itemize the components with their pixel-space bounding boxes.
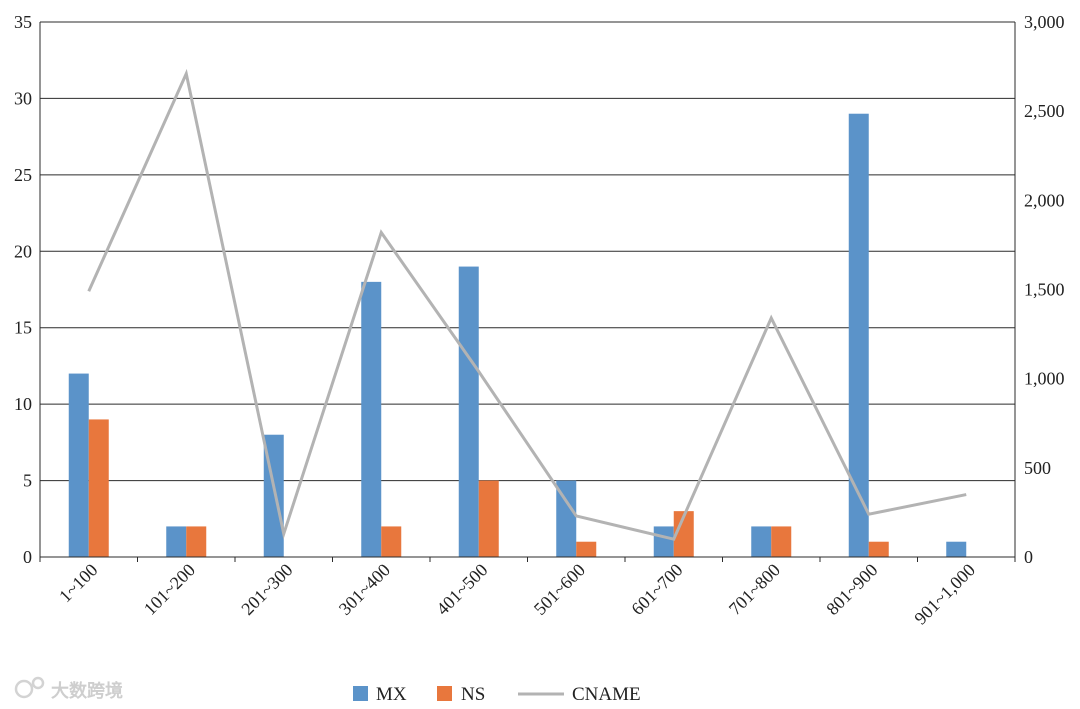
y-left-tick-label: 35 [14, 12, 32, 32]
x-tick-label: 201~300 [237, 560, 296, 619]
y-right-tick-label: 1,000 [1024, 369, 1065, 389]
x-tick-label: 1~100 [55, 560, 101, 606]
legend-label-cname: CNAME [572, 684, 641, 705]
bar-mx [848, 113, 869, 557]
bar-ns [88, 419, 109, 557]
bar-ns [381, 526, 402, 557]
bar-series [68, 113, 967, 557]
bar-ns [576, 541, 597, 557]
y-left-tick-label: 5 [23, 471, 32, 491]
bar-mx [458, 266, 479, 557]
legend-swatch-ns [437, 686, 452, 701]
y-left-tick-label: 0 [23, 547, 32, 567]
x-tick-label: 301~400 [335, 560, 394, 619]
axes [39, 22, 1016, 562]
legend-label-mx: MX [376, 684, 407, 705]
bar-mx [946, 541, 967, 557]
y-axis-left-ticks: 0 5 10 15 20 25 30 35 [14, 12, 32, 567]
watermark-logo-dot-icon [31, 676, 45, 690]
line-series [87, 68, 967, 541]
y-right-tick-label: 2,000 [1024, 190, 1065, 210]
y-right-tick-label: 1,500 [1024, 280, 1065, 300]
y-right-tick-label: 2,500 [1024, 101, 1065, 121]
bar-ns [478, 480, 499, 557]
legend: MX NS CNAME [353, 684, 641, 705]
bar-ns [771, 526, 792, 557]
watermark: 大数跨境 [14, 676, 123, 702]
x-tick-label: 101~200 [140, 560, 199, 619]
line-cname [87, 68, 967, 541]
bar-ns [186, 526, 207, 557]
x-tick-label: 801~900 [822, 560, 881, 619]
x-tick-label: 901~1,000 [910, 560, 979, 629]
y-left-tick-label: 30 [14, 88, 32, 108]
y-left-tick-label: 20 [14, 241, 32, 261]
y-left-tick-label: 15 [14, 318, 32, 338]
watermark-logo-icon [14, 679, 34, 699]
bar-mx [166, 526, 187, 557]
y-right-tick-label: 3,000 [1024, 12, 1065, 32]
x-tick-label: 501~600 [530, 560, 589, 619]
bar-mx [556, 480, 577, 557]
bar-ns [673, 511, 694, 557]
y-right-tick-label: 500 [1024, 458, 1051, 478]
x-axis-ticks: 1~100 101~200 201~300 301~400 401~500 501~600… [55, 560, 979, 629]
bar-mx [68, 373, 89, 557]
bar-mx [751, 526, 772, 557]
x-tick-label: 701~800 [725, 560, 784, 619]
bar-ns [868, 541, 889, 557]
legend-swatch-mx [353, 686, 368, 701]
gridlines [40, 21, 1015, 482]
y-left-tick-label: 10 [14, 394, 32, 414]
y-axis-right-ticks: 0 500 1,000 1,500 2,000 2,500 3,000 [1024, 12, 1065, 567]
legend-label-ns: NS [461, 684, 485, 705]
bar-mx [653, 526, 674, 557]
x-tick-label: 401~500 [432, 560, 491, 619]
x-tick-label: 601~700 [627, 560, 686, 619]
bar-mx [361, 281, 382, 557]
y-left-tick-label: 25 [14, 165, 32, 185]
y-right-tick-label: 0 [1024, 547, 1033, 567]
watermark-text: 大数跨境 [51, 680, 123, 702]
